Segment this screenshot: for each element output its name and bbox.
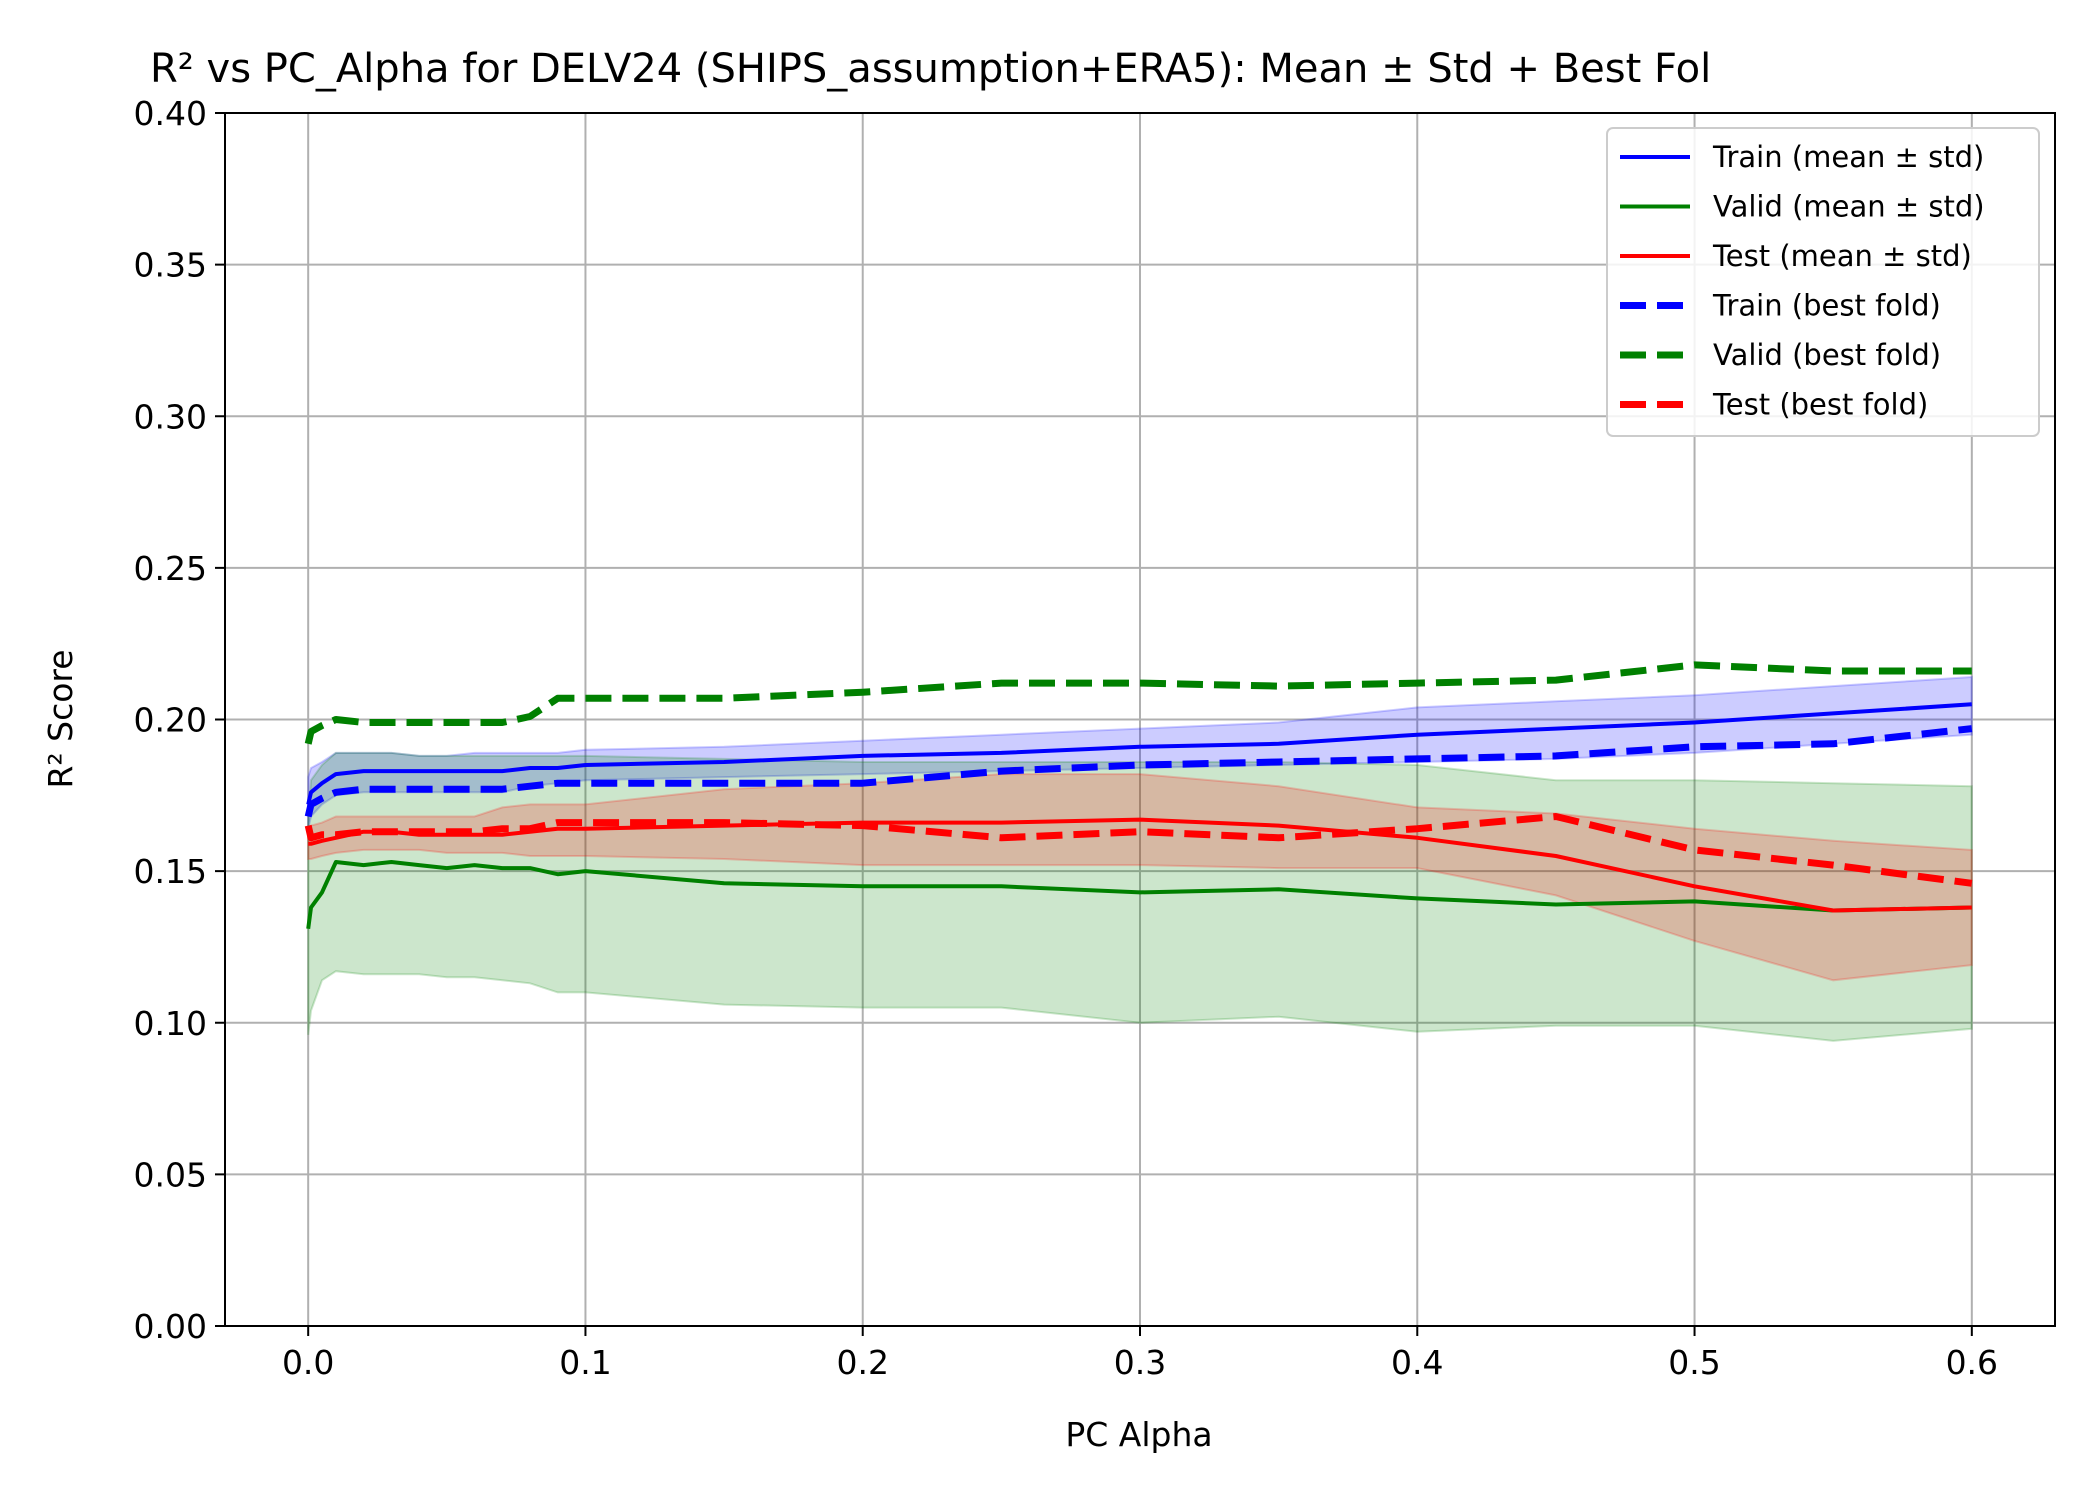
x-tick-label: 0.1: [559, 1343, 611, 1382]
series-lines: [304, 661, 1973, 929]
y-tick-label: 0.20: [134, 701, 207, 740]
train-best-fold-line: [304, 725, 1973, 818]
legend-entry: Valid (best fold): [1713, 338, 1941, 372]
x-tick-label: 0.0: [282, 1343, 334, 1382]
legend-entry: Train (best fold): [1712, 289, 1941, 323]
y-axis-label: R² Score: [41, 649, 80, 788]
legend-entry: Test (mean ± std): [1712, 239, 1972, 273]
legend: Train (mean ± std) Valid (mean ± std) Test…: [1606, 127, 2040, 437]
y-tick-label: 0.30: [134, 397, 207, 436]
x-tick-label: 0.4: [1391, 1343, 1443, 1382]
x-tick-label: 0.6: [1946, 1343, 1998, 1382]
y-tick-label: 0.05: [134, 1155, 207, 1194]
train-mean-std-band: [307, 675, 1973, 829]
y-tick-label: 0.35: [134, 246, 207, 285]
y-tick-label: 0.25: [134, 549, 207, 588]
valid-best-fold-line: [304, 661, 1972, 745]
chart-title: R² vs PC_Alpha for DELV24 (SHIPS_assumpt…: [150, 46, 1711, 92]
test-best-fold-line: [304, 813, 1973, 887]
y-tick-label: 0.15: [134, 852, 207, 891]
legend-entry: Train (mean ± std): [1712, 140, 1984, 174]
y-tick-label: 0.00: [134, 1307, 207, 1346]
x-tick-label: 0.3: [1114, 1343, 1166, 1382]
x-tick-label: 0.5: [1668, 1343, 1720, 1382]
legend-entry: Valid (mean ± std): [1713, 190, 1985, 224]
axis-ticks: 0.0 0.1 0.2 0.3 0.4 0.5 0.6 0.00 0.05 0.10 0.15 0.2…: [134, 94, 1999, 1382]
legend-frame: [1606, 127, 2040, 437]
y-tick-label: 0.10: [134, 1004, 207, 1043]
y-tick-label: 0.40: [134, 94, 207, 133]
valid-mean-std-line: [306, 860, 1972, 929]
legend-entry: Test (best fold): [1712, 388, 1928, 422]
x-axis-label: PC Alpha: [1065, 1415, 1212, 1454]
x-tick-label: 0.2: [836, 1343, 888, 1382]
train-mean-std-line: [306, 702, 1972, 805]
